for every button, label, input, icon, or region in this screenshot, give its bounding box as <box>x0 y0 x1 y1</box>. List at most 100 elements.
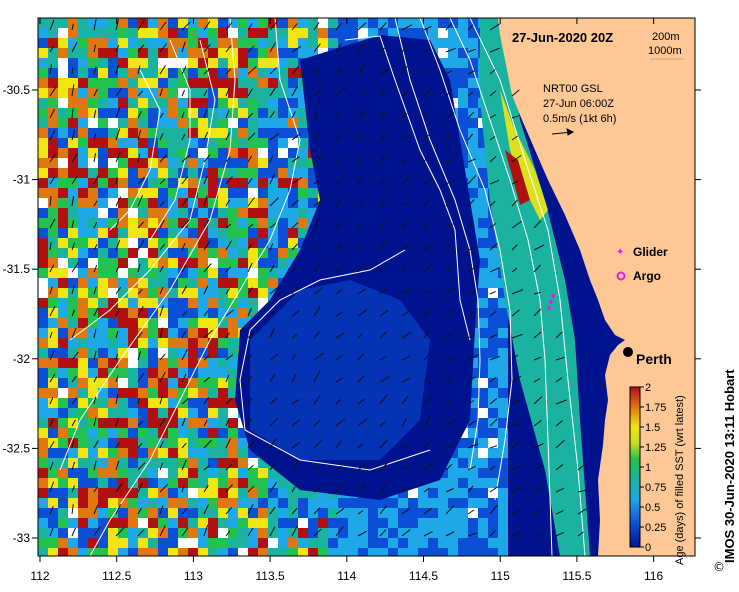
mosaic-cell <box>78 98 88 108</box>
mosaic-cell <box>178 438 188 448</box>
mosaic-cell <box>158 318 168 328</box>
mosaic-cell <box>478 138 488 148</box>
mosaic-cell <box>198 398 208 408</box>
mosaic-cell <box>468 208 478 218</box>
current-arrow <box>291 441 300 449</box>
mosaic-cell <box>218 198 228 208</box>
current-scale: 0.5m/s (1kt 6h) <box>543 113 616 125</box>
mosaic-cell <box>488 318 498 328</box>
mosaic-cell <box>48 428 58 438</box>
mosaic-cell <box>198 458 208 468</box>
current-arrow <box>401 418 408 427</box>
current-arrow <box>467 70 476 75</box>
mosaic-cell <box>288 188 298 198</box>
city-label-perth: Perth <box>636 351 672 367</box>
mosaic-cell <box>258 268 268 278</box>
mosaic-cell <box>448 528 458 538</box>
mosaic-cell <box>98 458 108 468</box>
mosaic-cell <box>478 448 488 458</box>
mosaic-cell <box>58 298 68 308</box>
current-arrow <box>181 349 188 361</box>
mosaic-cell <box>478 438 488 448</box>
mosaic-cell <box>98 408 108 418</box>
mosaic-cell <box>118 208 128 218</box>
mosaic-cell <box>228 138 238 148</box>
current-arrow <box>203 285 209 295</box>
mosaic-cell <box>438 508 448 518</box>
mosaic-cell <box>268 478 278 488</box>
mosaic-cell <box>48 248 58 258</box>
mosaic-cell <box>348 548 358 556</box>
mosaic-cell <box>258 298 268 308</box>
mosaic-cell <box>188 28 198 38</box>
mosaic-cell <box>278 148 288 158</box>
mosaic-cell <box>278 188 288 198</box>
mosaic-cell <box>138 368 148 378</box>
current-arrow <box>313 154 323 163</box>
mosaic-cell <box>198 18 208 28</box>
current-arrow <box>489 311 497 317</box>
mosaic-cell <box>48 358 58 368</box>
mosaic-cell <box>228 478 238 488</box>
colorbar-tick-label: 1.75 <box>645 402 666 414</box>
mosaic-cell <box>498 338 508 348</box>
mosaic-cell <box>168 88 178 98</box>
mosaic-cell <box>308 518 318 528</box>
current-arrow <box>357 418 368 427</box>
mosaic-cell <box>488 348 498 358</box>
mosaic-cell <box>248 538 258 548</box>
mosaic-cell <box>168 108 178 118</box>
mosaic-cell <box>78 288 88 298</box>
current-arrow <box>269 286 280 295</box>
mosaic-cell <box>298 158 308 168</box>
mosaic-cell <box>198 188 208 198</box>
current-arrow <box>181 398 189 405</box>
current-arrow <box>269 264 275 273</box>
mosaic-cell <box>498 328 508 338</box>
mosaic-cell <box>238 518 248 528</box>
current-arrow <box>181 111 185 119</box>
mosaic-cell <box>468 438 478 448</box>
current-arrow <box>401 396 409 405</box>
mosaic-cell <box>438 58 448 68</box>
mosaic-cell <box>228 178 238 188</box>
current-arrow <box>71 108 74 119</box>
mosaic-cell <box>78 538 88 548</box>
mosaic-cell <box>278 158 288 168</box>
mosaic-cell <box>178 198 188 208</box>
current-arrow <box>489 179 500 185</box>
current-arrow <box>423 507 432 515</box>
current-arrow <box>489 23 500 31</box>
mosaic-cell <box>168 58 178 68</box>
mosaic-cell <box>208 18 218 28</box>
current-arrow <box>423 530 433 537</box>
mosaic-cell <box>468 428 478 438</box>
mosaic-cell <box>468 508 478 518</box>
current-arrow <box>445 47 456 53</box>
mosaic-cell <box>138 108 148 118</box>
mosaic-cell <box>68 68 78 78</box>
mosaic-cell <box>358 18 368 28</box>
mosaic-cell <box>98 98 108 108</box>
mosaic-cell <box>218 498 228 508</box>
current-arrow <box>93 376 98 383</box>
mosaic-cell <box>228 448 238 458</box>
mosaic-cell <box>218 158 228 168</box>
mosaic-cell <box>188 168 198 178</box>
mosaic-cell <box>38 118 48 128</box>
glider-track <box>547 294 555 310</box>
mosaic-cell <box>488 548 498 556</box>
current-arrow <box>203 219 210 229</box>
mosaic-cell <box>238 178 248 188</box>
current-arrow <box>379 240 386 251</box>
mosaic-cell <box>238 448 248 458</box>
current-scale-arrow <box>551 128 575 136</box>
current-arrow <box>93 526 101 537</box>
mosaic-cell <box>238 38 248 48</box>
mosaic-cell <box>108 388 118 398</box>
glider-legend: ✦ Glider <box>616 245 668 259</box>
mosaic-cell <box>98 188 108 198</box>
mosaic-cell <box>208 268 218 278</box>
mosaic-cell <box>108 498 118 508</box>
mosaic-cell <box>118 58 128 68</box>
